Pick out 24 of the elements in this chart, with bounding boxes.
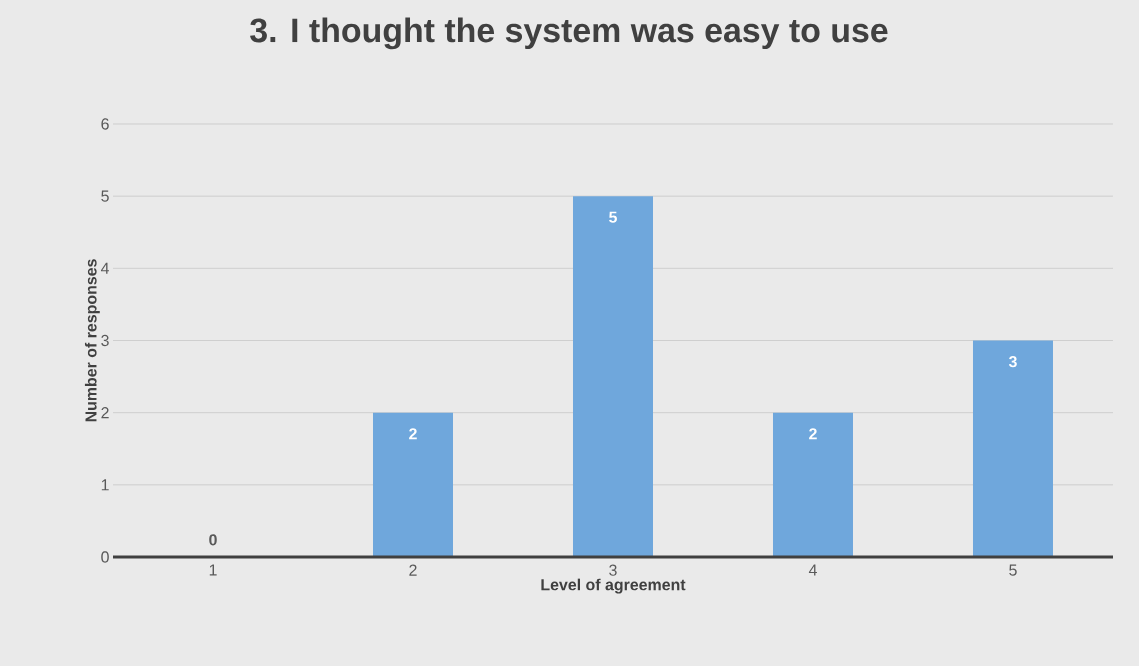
chart-title: 3. I thought the system was easy to use (250, 17, 888, 50)
x-tick-label: 2 (409, 564, 417, 576)
data-label: 2 (809, 428, 817, 440)
bar (972, 340, 1053, 557)
data-label: 0 (209, 534, 217, 546)
y-axis-title: Number of responses (84, 259, 100, 422)
bar (572, 196, 653, 557)
y-tick-label: 5 (101, 190, 109, 202)
bar (373, 412, 453, 557)
bar (772, 412, 853, 557)
y-tick-label: 0 (101, 551, 109, 563)
x-tick-label: 4 (808, 564, 817, 576)
x-axis-title: Level of agreement (541, 578, 686, 594)
data-label: 3 (1008, 356, 1017, 368)
x-tick-label: 5 (1009, 564, 1017, 576)
data-label: 5 (609, 211, 617, 223)
y-tick-label: 2 (101, 407, 109, 419)
x-tick-label: 3 (609, 564, 617, 576)
x-tick-label: 1 (209, 564, 217, 576)
data-label: 2 (409, 428, 417, 440)
y-tick-label: 1 (101, 479, 109, 491)
y-tick-label: 6 (101, 118, 109, 130)
y-tick-label: 3 (101, 334, 109, 347)
y-tick-label: 4 (100, 262, 110, 274)
